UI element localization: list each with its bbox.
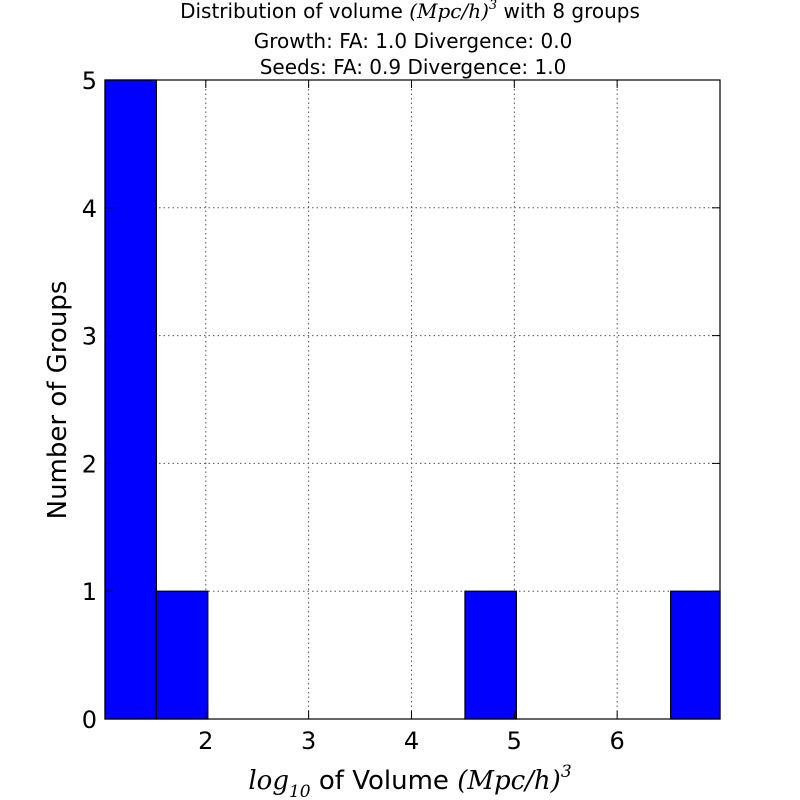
- title-line-3: Seeds: FA: 0.9 Divergence: 1.0: [260, 55, 567, 79]
- x-tick-label-1: 3: [301, 727, 316, 755]
- axis-ticks: 2 3 4 5 6 0 1 2 3 4 5: [82, 67, 720, 755]
- plot-frame: [104, 79, 721, 720]
- y-tick-label-4: 4: [82, 195, 97, 223]
- histogram-bar-0: [104, 79, 158, 720]
- y-tick-label-3: 3: [82, 323, 97, 351]
- y-tick-label-5: 5: [82, 67, 97, 95]
- histogram-bar-11: [670, 590, 721, 720]
- x-tick-label-0: 2: [198, 727, 213, 755]
- histogram-bars: [104, 79, 721, 720]
- x-tick-label-3: 5: [507, 727, 522, 755]
- title-line-1: Distribution of volume (Mpc/h)3 with 8 g…: [180, 0, 640, 23]
- y-tick-label-1: 1: [82, 578, 97, 606]
- x-tick-label-2: 4: [404, 727, 419, 755]
- x-axis-label: log10 of Volume (Mpc/h)3: [248, 762, 571, 800]
- histogram-bar-1: [155, 590, 209, 720]
- histogram-bar-7: [464, 590, 517, 720]
- y-tick-label-2: 2: [82, 450, 97, 478]
- title-line-2: Growth: FA: 1.0 Divergence: 0.0: [254, 29, 573, 53]
- chart-title: Distribution of volume (Mpc/h)3 with 8 g…: [180, 0, 640, 79]
- y-axis-label: Number of Groups: [43, 281, 73, 520]
- y-tick-label-0: 0: [82, 706, 97, 734]
- x-tick-label-4: 6: [610, 727, 625, 755]
